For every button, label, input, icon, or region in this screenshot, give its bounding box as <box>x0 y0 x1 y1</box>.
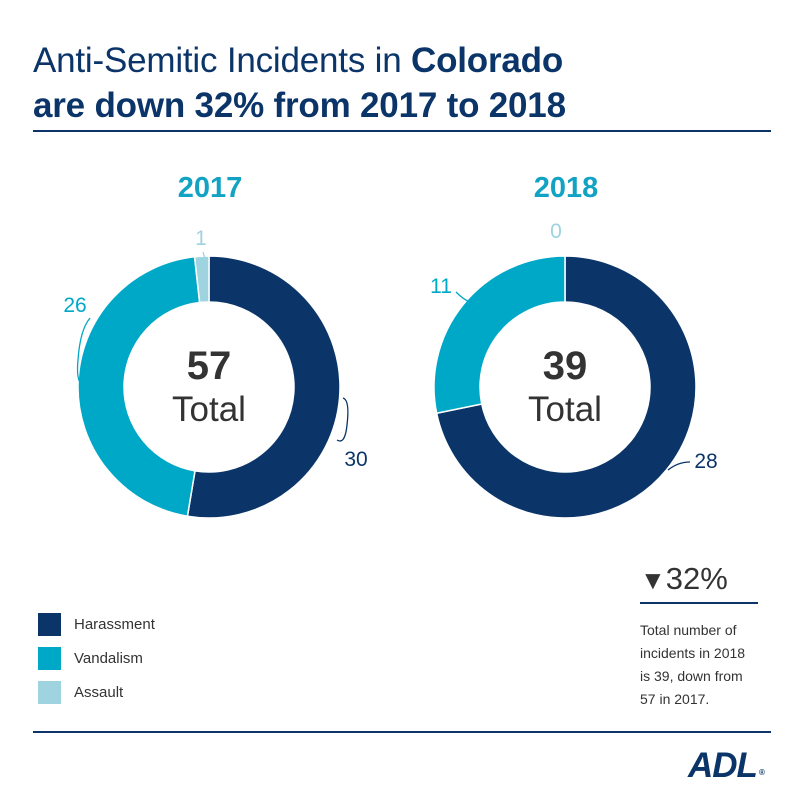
center-total-label-2017: Total <box>172 390 246 429</box>
leader-line-2017-vandalism <box>76 317 91 386</box>
change-callout: ▼32% Total number of incidents in 2018 i… <box>640 560 758 711</box>
center-total-value-2018: 39 <box>543 344 588 388</box>
top-divider <box>33 130 771 132</box>
leader-line-2018-harassment <box>667 461 691 471</box>
data-label-2017-harassment: 30 <box>344 448 367 471</box>
title-line1-emphasis: Colorado <box>411 41 564 80</box>
registered-mark: ® <box>758 768 765 777</box>
slice-2017-assault <box>193 255 210 304</box>
slice-2018-harassment <box>435 255 697 519</box>
legend-item-vandalism: Vandalism <box>38 646 155 670</box>
legend: Harassment Vandalism Assault <box>38 612 155 714</box>
title-line2: are down 32% from 2017 to 2018 <box>33 86 566 125</box>
data-label-2018-assault: 0 <box>550 220 562 243</box>
leader-line-2018-vandalism <box>455 291 471 303</box>
slice-2018-vandalism <box>433 255 566 415</box>
legend-label-assault: Assault <box>74 683 124 701</box>
change-percent: 32% <box>665 561 728 596</box>
data-label-2018-vandalism: 11 <box>430 275 452 298</box>
legend-item-assault: Assault <box>38 680 155 704</box>
chart-2017-title: 2017 <box>177 172 243 204</box>
legend-swatch-assault <box>38 680 61 704</box>
chart-2018-title: 2018 <box>533 172 599 204</box>
slice-2017-harassment <box>186 255 341 519</box>
leader-line-2017-assault <box>202 251 207 263</box>
center-total-label-2018: Total <box>528 390 602 429</box>
data-label-2018-harassment: 28 <box>694 450 717 473</box>
legend-swatch-harassment <box>38 612 61 636</box>
change-note: Total number of incidents in 2018 is 39,… <box>640 622 746 707</box>
legend-item-harassment: Harassment <box>38 612 155 636</box>
data-label-2017-vandalism: 26 <box>63 294 86 317</box>
chart-title: Anti-Semitic Incidents in Colorado are d… <box>33 38 773 128</box>
slice-2017-vandalism <box>77 255 201 518</box>
bottom-divider <box>33 731 771 733</box>
down-triangle-icon: ▼ <box>640 565 666 595</box>
center-total-value-2017: 57 <box>187 344 232 388</box>
change-value: ▼32% <box>640 560 758 604</box>
legend-swatch-vandalism <box>38 646 61 670</box>
title-line1-prefix: Anti-Semitic Incidents in <box>33 41 412 80</box>
data-label-2017-assault: 1 <box>195 227 207 250</box>
leader-line-2017-harassment <box>336 397 349 442</box>
adl-logo-text: ADL <box>688 746 758 785</box>
legend-label-vandalism: Vandalism <box>74 649 143 667</box>
legend-label-harassment: Harassment <box>74 615 155 633</box>
adl-logo: ADL ® <box>688 746 765 786</box>
